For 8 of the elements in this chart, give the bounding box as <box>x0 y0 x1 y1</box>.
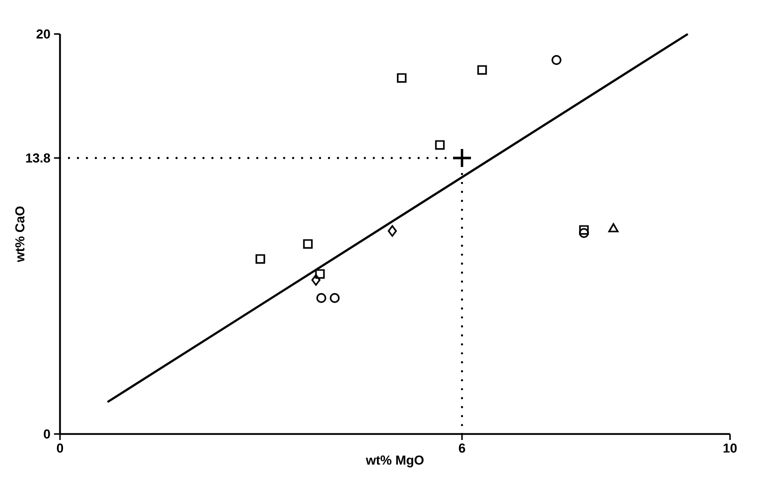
y-axis-title: wt% CaO <box>15 206 24 262</box>
y-tick-label: 20 <box>36 29 50 39</box>
x-tick-label: 10 <box>724 443 737 453</box>
x-axis-title: wt% MgO <box>366 456 424 468</box>
y-tick-label: 0 <box>44 429 50 439</box>
x-tick-label: 0 <box>56 443 64 453</box>
x-tick-label: 6 <box>458 443 466 453</box>
y-tick-label: 13.8 <box>26 153 50 163</box>
